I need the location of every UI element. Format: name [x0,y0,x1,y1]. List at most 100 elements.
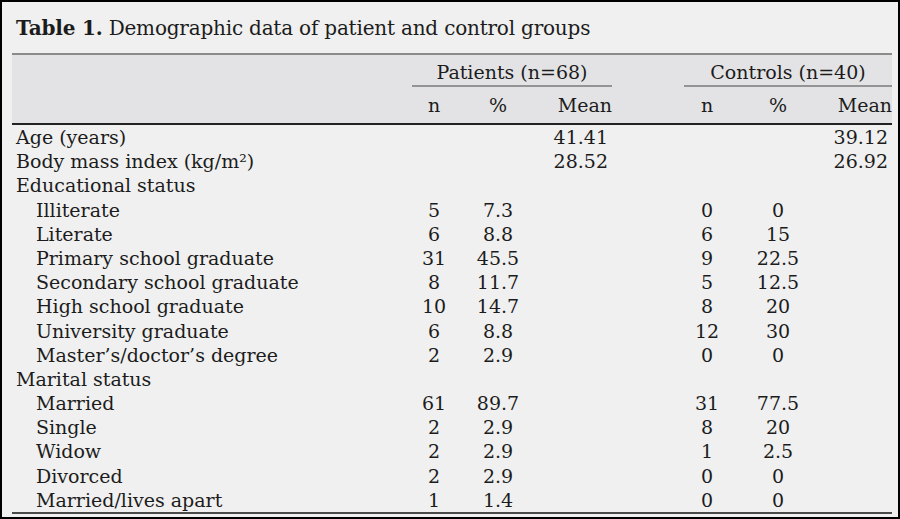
patients-mean-cell [540,367,612,391]
patients-mean-cell: 28.52 [540,149,612,173]
column-gap [612,270,684,294]
controls-n-cell: 9 [684,246,730,270]
controls-n-cell [684,125,730,149]
column-gap [612,173,684,197]
patients-pct-cell: 7.3 [456,198,540,222]
controls-mean-cell [826,222,892,246]
row-label: Literate [12,222,412,246]
row-label: Body mass index (kg/m²) [12,149,412,173]
controls-pct-cell [730,173,826,197]
patients-mean-cell [540,294,612,318]
patients-n-cell [412,173,456,197]
patients-pct-cell: 14.7 [456,294,540,318]
controls-mean-cell [826,367,892,391]
patients-n-cell: 2 [412,415,456,439]
column-gap [612,488,684,512]
table-row: Marital status [12,367,892,391]
patients-pct-cell: 8.8 [456,222,540,246]
controls-n-cell: 0 [684,464,730,488]
column-gap [612,149,684,173]
patients-n-cell: 1 [412,488,456,512]
table-row: Educational status [12,173,892,197]
controls-n-cell [684,367,730,391]
patients-mean-cell [540,391,612,415]
patients-mean-cell [540,439,612,463]
patients-group-header: Patients (n=68) [412,55,612,87]
controls-n-cell: 12 [684,319,730,343]
patients-pct-cell: 8.8 [456,319,540,343]
controls-pct-cell: 77.5 [730,391,826,415]
controls-n-cell: 31 [684,391,730,415]
controls-mean-cell [826,439,892,463]
column-gap [612,198,684,222]
controls-mean-cell [826,391,892,415]
patients-mean-cell [540,415,612,439]
row-label: Marital status [12,367,412,391]
controls-pct-cell: 12.5 [730,270,826,294]
controls-n-cell: 0 [684,198,730,222]
table-row: Body mass index (kg/m²) 28.52 26.92 [12,149,892,173]
table-row: Married 61 89.7 31 77.5 [12,391,892,415]
table-body: Age (years) 41.41 39.12 Body mass index … [12,125,892,512]
controls-mean-cell [826,488,892,512]
patients-n-cell: 2 [412,343,456,367]
group-header-row: Patients (n=68) Controls (n=40) [12,55,892,87]
patients-pct-cell [456,149,540,173]
table-header: Patients (n=68) Controls (n=40) n % Mean… [12,55,892,123]
controls-mean-cell [826,319,892,343]
column-gap [612,391,684,415]
row-label: High school graduate [12,294,412,318]
patients-pct-header: % [456,87,540,123]
patients-n-cell [412,367,456,391]
table-row: Divorced 2 2.9 0 0 [12,464,892,488]
row-label: Age (years) [12,125,412,149]
controls-pct-cell: 2.5 [730,439,826,463]
table-row: University graduate 6 8.8 12 30 [12,319,892,343]
patients-pct-cell: 2.9 [456,343,540,367]
controls-n-cell: 6 [684,222,730,246]
table-row: Secondary school graduate 8 11.7 5 12.5 [12,270,892,294]
patients-mean-cell [540,488,612,512]
table-number: Table 1. [16,16,102,40]
controls-mean-header: Mean [826,87,892,123]
controls-pct-cell: 0 [730,343,826,367]
controls-pct-cell [730,125,826,149]
row-label: Divorced [12,464,412,488]
table-row: High school graduate 10 14.7 8 20 [12,294,892,318]
row-label: Married [12,391,412,415]
controls-mean-cell [826,198,892,222]
controls-mean-cell [826,246,892,270]
table-row: Widow 2 2.9 1 2.5 [12,439,892,463]
controls-pct-cell: 15 [730,222,826,246]
patients-mean-cell [540,464,612,488]
patients-mean-cell [540,222,612,246]
controls-mean-cell [826,294,892,318]
column-gap [612,439,684,463]
column-gap [612,367,684,391]
controls-n-cell [684,173,730,197]
patients-mean-cell: 41.41 [540,125,612,149]
controls-n-cell: 0 [684,488,730,512]
patients-n-cell [412,149,456,173]
row-label: University graduate [12,319,412,343]
patients-n-cell: 8 [412,270,456,294]
column-gap [612,125,684,149]
row-label: Single [12,415,412,439]
row-label: Secondary school graduate [12,270,412,294]
table-caption: Table 1. Demographic data of patient and… [2,2,898,53]
label-column-spacer [12,55,412,85]
patients-pct-cell [456,173,540,197]
row-label: Educational status [12,173,412,197]
bottom-divider [12,512,892,514]
subcolumn-header-row: n % Mean n % Mean [12,87,892,123]
patients-mean-cell [540,246,612,270]
row-label: Married/lives apart [12,488,412,512]
row-label: Widow [12,439,412,463]
controls-mean-cell: 26.92 [826,149,892,173]
patients-n-header: n [412,87,456,123]
patients-mean-cell [540,319,612,343]
controls-pct-cell: 0 [730,488,826,512]
patients-mean-cell [540,343,612,367]
patients-pct-cell: 2.9 [456,464,540,488]
controls-mean-cell [826,270,892,294]
